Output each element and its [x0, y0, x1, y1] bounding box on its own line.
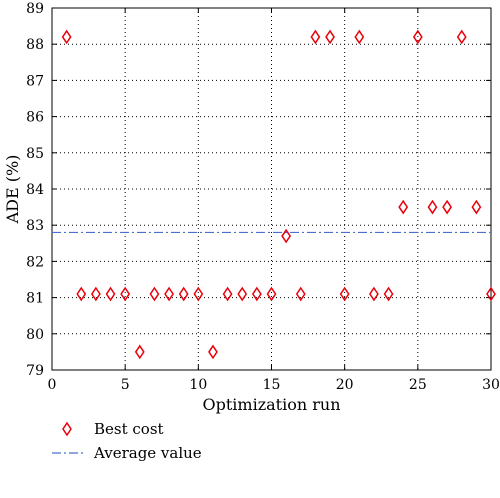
y-tick-label: 87: [26, 73, 44, 89]
y-tick-label: 83: [26, 218, 44, 234]
x-tick-label: 25: [409, 377, 427, 393]
best-cost-point: [266, 286, 277, 302]
y-tick-label: 86: [26, 110, 44, 126]
y-tick-label: 88: [26, 37, 44, 53]
best-cost-point: [427, 199, 438, 215]
best-cost-point: [442, 199, 453, 215]
y-axis-title: ADE (%): [3, 155, 22, 225]
best-cost-point: [164, 286, 174, 302]
x-axis-title: Optimization run: [203, 395, 341, 414]
best-cost-point: [295, 286, 306, 302]
legend: Best cost Average value: [52, 420, 202, 462]
legend-marker-best-cost: [62, 421, 72, 437]
best-cost-point: [237, 286, 248, 302]
best-cost-point: [383, 286, 394, 302]
best-cost-point: [76, 286, 87, 302]
y-tick-label: 79: [26, 363, 44, 379]
y-tick-label: 89: [26, 1, 44, 17]
best-cost-point: [398, 199, 409, 215]
y-tick-label: 84: [26, 182, 44, 198]
x-tick-label: 20: [336, 377, 354, 393]
best-cost-point: [208, 344, 218, 360]
x-tick-label: 0: [48, 377, 57, 393]
best-cost-point: [325, 29, 335, 45]
best-cost-point: [149, 286, 160, 302]
best-cost-point: [412, 29, 423, 45]
x-tick-label: 10: [189, 377, 207, 393]
best-cost-point: [369, 286, 379, 302]
best-cost-point: [281, 228, 292, 244]
x-tick-label: 5: [121, 377, 130, 393]
x-tick-label: 30: [482, 377, 500, 393]
best-cost-point: [120, 286, 131, 302]
y-tick-label: 85: [26, 146, 44, 162]
best-cost-point: [339, 286, 350, 302]
best-cost-point: [222, 286, 233, 302]
best-cost-point: [105, 286, 116, 302]
y-tick-label: 82: [26, 254, 44, 270]
best-cost-point: [486, 286, 496, 302]
best-cost-point: [251, 286, 262, 302]
best-cost-point: [456, 29, 467, 45]
best-cost-point: [134, 344, 145, 360]
grid-layer: [52, 8, 491, 370]
legend-label-best-cost: Best cost: [94, 420, 164, 438]
best-cost-point: [193, 286, 204, 302]
legend-diamond: [62, 421, 72, 437]
y-tick-label: 80: [26, 327, 44, 343]
best-cost-point: [310, 29, 321, 45]
y-tick-label: 81: [26, 291, 44, 307]
legend-label-average-value: Average value: [93, 444, 202, 462]
best-cost-point: [61, 29, 72, 45]
x-tick-label: 15: [263, 377, 281, 393]
best-cost-point: [178, 286, 189, 302]
best-cost-point: [354, 29, 365, 45]
series-layer: [52, 29, 496, 360]
tick-layer: 0 5 10 15 20 25 30 79 80 81 82 83 84 85 86 87 88 89: [26, 1, 500, 393]
best-cost-point: [471, 199, 482, 215]
best-cost-point: [90, 286, 101, 302]
